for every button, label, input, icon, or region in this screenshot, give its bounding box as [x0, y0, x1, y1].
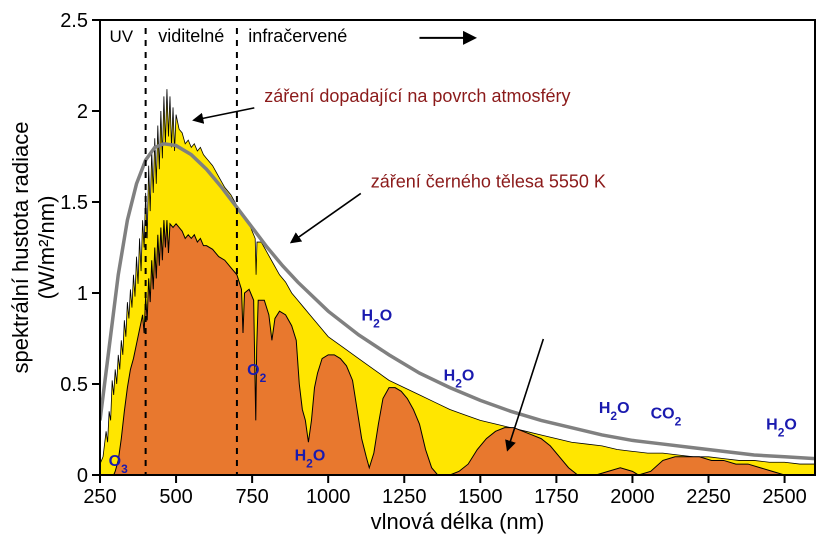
xtick-label: 500: [159, 486, 192, 508]
y-axis-label-group: spektrální hustota radiace(W/m²/nm): [8, 122, 59, 374]
ytick-label: 2.5: [60, 10, 88, 32]
y-axis-label-1: spektrální hustota radiace: [8, 122, 33, 374]
ytick-label: 1: [77, 283, 88, 305]
region-label: infračervené: [248, 26, 347, 46]
xtick-label: 1500: [458, 486, 503, 508]
xtick-label: 250: [83, 486, 116, 508]
xtick-label: 1750: [534, 486, 579, 508]
annotation-text: záření dopadající na povrch atmosféry: [264, 86, 570, 106]
xtick-label: 1000: [306, 486, 351, 508]
xtick-label: 750: [235, 486, 268, 508]
xtick-label: 2250: [686, 486, 731, 508]
ytick-label: 1.5: [60, 192, 88, 214]
xtick-label: 1250: [382, 486, 427, 508]
solar-spectrum-chart: 250 500 750 1000 1250 1500 1750 2000 2250 2500 0 0.…: [0, 0, 827, 547]
x-axis-label: vlnová délka (nm): [371, 509, 545, 534]
region-label: UV: [109, 27, 133, 46]
y-axis-label-2: (W/m²/nm): [34, 196, 59, 300]
region-label: viditelné: [158, 26, 224, 46]
ytick-label: 0: [77, 465, 88, 487]
ytick-label: 2: [77, 101, 88, 123]
xtick-label: 2500: [762, 486, 807, 508]
xtick-label: 2000: [610, 486, 655, 508]
ytick-label: 0.5: [60, 374, 88, 396]
annotation-text: záření černého tělesa 5550 K: [371, 171, 606, 191]
